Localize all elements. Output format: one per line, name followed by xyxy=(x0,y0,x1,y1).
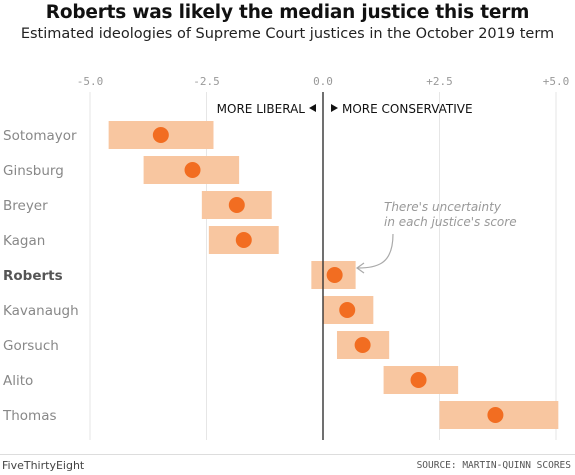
score-dot xyxy=(339,302,356,318)
justice-name-label: Sotomayor xyxy=(3,128,77,144)
chart-subtitle: Estimated ideologies of Supreme Court ju… xyxy=(20,26,555,42)
justice-name-label: Alito xyxy=(3,373,33,389)
x-tick-label: -5.0 xyxy=(77,75,104,88)
left-arrow-icon xyxy=(309,104,316,112)
annotation-arrow xyxy=(357,233,394,269)
x-tick-label: +2.5 xyxy=(426,75,453,88)
source-label: SOURCE: MARTIN-QUINN SCORES xyxy=(416,460,571,471)
footer-divider xyxy=(0,454,575,455)
more-conservative-label: MORE CONSERVATIVE xyxy=(342,102,473,116)
score-dot xyxy=(487,407,504,423)
brand-label: FiveThirtyEight xyxy=(2,459,85,472)
justice-name-label: Roberts xyxy=(3,268,63,284)
score-dot xyxy=(410,372,427,388)
justice-name-label: Kavanaugh xyxy=(3,303,79,319)
justice-name-label: Ginsburg xyxy=(3,163,64,179)
score-dot xyxy=(326,267,343,283)
score-dot xyxy=(228,197,245,213)
score-dot xyxy=(354,337,371,353)
justice-name-label: Gorsuch xyxy=(3,338,59,354)
score-dot xyxy=(152,127,169,143)
right-arrow-icon xyxy=(331,104,338,112)
score-dot xyxy=(184,162,201,178)
justice-name-label: Thomas xyxy=(2,408,57,424)
x-tick-label: 0.0 xyxy=(313,75,333,88)
annotation-line-2: in each justice's score xyxy=(384,215,517,229)
annotation-line-1: There's uncertainty xyxy=(384,200,502,214)
justice-name-label: Kagan xyxy=(3,233,45,249)
chart-title: Roberts was likely the median justice th… xyxy=(45,2,530,23)
score-dot xyxy=(235,232,252,248)
justice-name-label: Breyer xyxy=(3,198,48,214)
more-liberal-label: MORE LIBERAL xyxy=(217,102,306,116)
annotation-arrowhead-icon xyxy=(355,262,365,274)
x-tick-label: +5.0 xyxy=(543,75,570,88)
x-tick-label: -2.5 xyxy=(193,75,220,88)
